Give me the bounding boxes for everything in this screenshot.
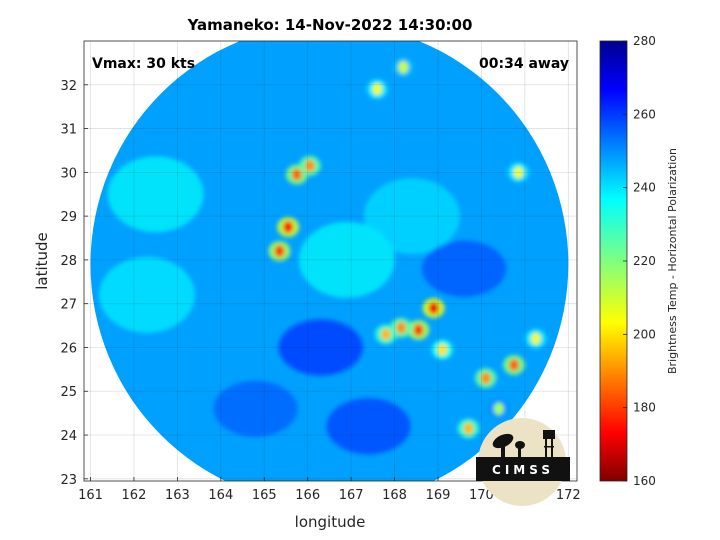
y-tick-label: 24 — [60, 429, 77, 444]
warm-region — [213, 380, 298, 437]
plot-frame — [83, 40, 578, 482]
cold-feature — [283, 221, 294, 234]
x-tick-label: 167 — [339, 488, 364, 503]
cold-feature — [398, 61, 409, 74]
y-axis-label: latitude — [33, 232, 51, 290]
time-away-annotation: 00:34 away — [479, 56, 569, 72]
cool-region — [98, 256, 195, 333]
cold-feature — [380, 328, 391, 341]
logo-text: CIMSS — [492, 463, 554, 477]
cold-feature — [304, 159, 315, 172]
x-axis-label: longitude — [295, 513, 366, 531]
x-tick-label: 166 — [295, 488, 320, 503]
vmax-annotation: Vmax: 30 kts — [92, 56, 195, 72]
x-tick-label: 168 — [382, 488, 407, 503]
x-tick-label: 169 — [426, 488, 451, 503]
x-tick-label: 161 — [78, 488, 103, 503]
cool-region — [363, 178, 460, 255]
colorbar-label: Brightness Temp - Horizontal Polarizatio… — [666, 148, 679, 374]
x-tick-label: 162 — [122, 488, 147, 503]
cold-feature — [372, 83, 383, 96]
x-tick-label: 170 — [469, 488, 494, 503]
x-tick-label: 164 — [208, 488, 233, 503]
cold-feature — [513, 166, 524, 179]
logo-band — [476, 457, 570, 481]
colorbar — [600, 41, 627, 481]
y-tick-label: 27 — [60, 298, 77, 313]
cold-feature — [509, 358, 520, 371]
colorbar-tick-label: 200 — [633, 327, 656, 341]
y-tick-label: 29 — [60, 210, 77, 225]
cold-feature — [274, 245, 285, 258]
logo-silhouette — [492, 430, 555, 457]
colorbar-tick-label: 240 — [633, 181, 656, 195]
cold-feature — [437, 343, 448, 356]
y-tick-label: 31 — [60, 123, 77, 138]
cold-feature — [396, 321, 407, 334]
x-tick-label: 172 — [556, 488, 581, 503]
warm-region — [422, 240, 507, 297]
y-tick-label: 28 — [60, 254, 77, 269]
cold-feature — [493, 402, 504, 415]
colorbar-ticks: 160 180 200 220 240 260 280 — [623, 34, 656, 488]
cold-feature — [463, 422, 474, 435]
brightness-temp-swath — [90, 41, 569, 481]
cold-feature — [428, 302, 439, 315]
cold-feature — [413, 323, 424, 336]
colorbar-tick-label: 180 — [633, 401, 656, 415]
x-tick-label: 163 — [165, 488, 190, 503]
cold-feature — [291, 168, 302, 181]
y-tick-label: 26 — [60, 341, 77, 356]
y-axis: 23 24 25 26 27 28 29 30 31 32 — [60, 79, 88, 488]
cold-feature — [530, 332, 541, 345]
warm-region — [278, 319, 363, 376]
cold-feature — [480, 372, 491, 385]
colorbar-tick-label: 160 — [633, 474, 656, 488]
cimss-logo: CIMSS — [476, 418, 570, 506]
colorbar-tick-label: 280 — [633, 34, 656, 48]
colorbar-tick-label: 220 — [633, 254, 656, 268]
x-tick-label: 165 — [252, 488, 277, 503]
cool-region — [107, 156, 204, 233]
y-tick-label: 23 — [60, 473, 77, 488]
colorbar-tick-label: 260 — [633, 107, 656, 121]
warm-region — [326, 398, 411, 455]
y-tick-label: 32 — [60, 79, 77, 94]
x-axis: 161162163164165166167168169170171172 — [78, 477, 581, 503]
cool-region — [298, 221, 395, 298]
y-tick-label: 25 — [60, 385, 77, 400]
y-tick-label: 30 — [60, 166, 77, 181]
chart-title: Yamaneko: 14-Nov-2022 14:30:00 — [187, 16, 473, 34]
